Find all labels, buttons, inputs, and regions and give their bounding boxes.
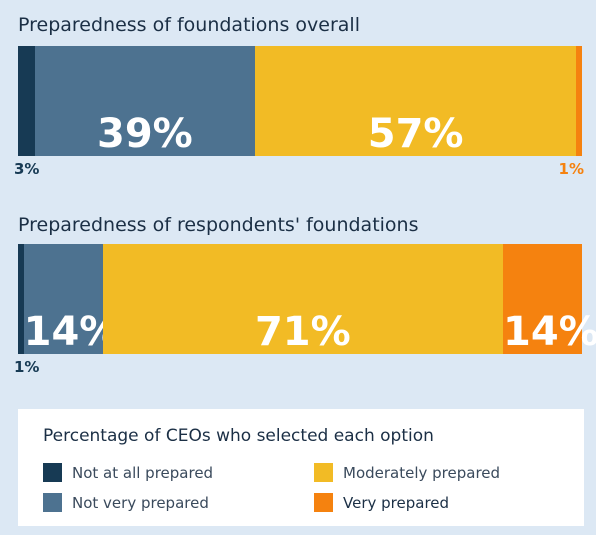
- legend-item-not-at-all-prepared: Not at all prepared: [43, 463, 213, 482]
- legend-swatch: [314, 493, 333, 512]
- bar-segment-not-very-prepared: 14%: [23, 244, 120, 355]
- data-label-not-very-prepared: 14%: [23, 309, 120, 355]
- legend-swatch: [43, 493, 62, 512]
- legend-label: Not very prepared: [72, 493, 209, 512]
- bar-segment-not-at-all-prepared: [18, 244, 24, 354]
- legend-label: Moderately prepared: [343, 463, 501, 482]
- legend-item-moderately-prepared: Moderately prepared: [314, 463, 500, 482]
- bar-segment-moderately-prepared: 71%: [102, 244, 504, 355]
- bar-segment-moderately-prepared: 57%: [254, 46, 577, 157]
- legend: Percentage of CEOs who selected each opt…: [18, 409, 584, 526]
- chart-title-respondents: Preparedness of respondents' foundations: [18, 214, 419, 236]
- legend-swatch: [314, 463, 333, 482]
- data-label-very-prepared: 14%: [503, 309, 596, 355]
- data-label-not-at-all-prepared: 1%: [14, 358, 40, 376]
- data-label-moderately-prepared: 57%: [367, 111, 464, 157]
- bar-segment-very-prepared: 14%: [503, 244, 596, 355]
- data-label-not-at-all-prepared: 3%: [14, 160, 40, 178]
- data-label-not-very-prepared: 39%: [97, 111, 193, 157]
- bar-segment-not-at-all-prepared: [18, 46, 35, 156]
- legend-label: Very prepared: [343, 493, 450, 512]
- bar-segment-very-prepared: [576, 46, 582, 156]
- bar-respondents: 1% 14% 71% 14%: [14, 244, 596, 376]
- legend-item-very-prepared: Very prepared: [314, 493, 449, 512]
- legend-item-not-very-prepared: Not very prepared: [43, 493, 209, 512]
- legend-label: Not at all prepared: [72, 463, 214, 482]
- legend-swatch: [43, 463, 62, 482]
- data-label-very-prepared: 1%: [558, 160, 584, 178]
- data-label-moderately-prepared: 71%: [254, 309, 351, 355]
- bar-segment-not-very-prepared: 39%: [34, 46, 255, 157]
- chart-title-overall: Preparedness of foundations overall: [18, 14, 360, 36]
- legend-title: Percentage of CEOs who selected each opt…: [43, 426, 434, 446]
- bar-overall: 3% 39% 57% 1%: [14, 46, 584, 178]
